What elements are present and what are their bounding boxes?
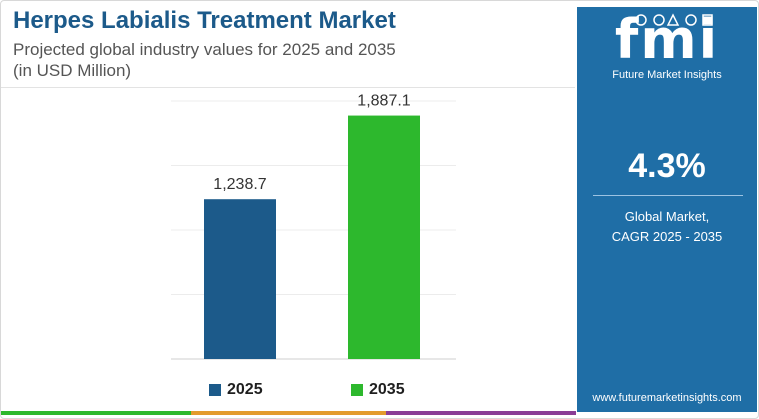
- subtitle-line-1: Projected global industry values for 202…: [13, 40, 396, 59]
- logo-subtitle: Future Market Insights: [612, 69, 722, 81]
- legend-item-2025: 2025: [209, 381, 263, 399]
- bar-chart: 1,238.7 1,887.1: [171, 93, 456, 360]
- logo-icons: [635, 13, 713, 26]
- bar-2025: [204, 199, 276, 359]
- data-label-2035: 1,887.1: [357, 93, 410, 110]
- subtitle-line-2: (in USD Million): [13, 61, 132, 80]
- legend-item-2035: 2035: [351, 381, 405, 399]
- cagr-label-line-2: CAGR 2025 - 2035: [611, 229, 723, 244]
- legend-label-2025: 2025: [227, 381, 263, 398]
- bottom-accent-green: [1, 411, 191, 415]
- chart-subtitle: Projected global industry values for 202…: [13, 39, 473, 81]
- header-divider: [1, 87, 575, 88]
- summary-panel: fmi Future Market Insights 4.3% Global M…: [577, 7, 757, 412]
- bar-2035: [348, 115, 420, 359]
- cagr-label-line-1: Global Market,: [624, 209, 710, 224]
- bottom-accent-orange: [191, 411, 386, 415]
- chart-title: Herpes Labialis Treatment Market: [13, 7, 396, 34]
- legend-swatch-2035: [351, 384, 363, 396]
- bottom-accent-purple: [386, 411, 576, 415]
- cagr-value: 4.3%: [628, 147, 706, 185]
- fmi-logo: fmi: [614, 8, 720, 71]
- data-label-2025: 1,238.7: [213, 176, 266, 193]
- cagr-label: Global Market, CAGR 2025 - 2035: [577, 207, 757, 247]
- legend-label-2035: 2035: [369, 381, 405, 398]
- legend-swatch-2025: [209, 384, 221, 396]
- website-link[interactable]: www.futuremarketinsights.com: [592, 392, 742, 404]
- panel-divider: [593, 195, 743, 196]
